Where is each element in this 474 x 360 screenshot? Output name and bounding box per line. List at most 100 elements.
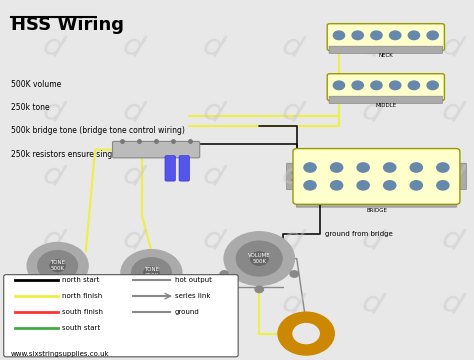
Circle shape bbox=[330, 181, 343, 190]
FancyBboxPatch shape bbox=[165, 156, 175, 181]
FancyBboxPatch shape bbox=[4, 275, 238, 357]
Text: d: d bbox=[278, 95, 306, 129]
Circle shape bbox=[278, 312, 334, 355]
Text: d: d bbox=[358, 159, 386, 193]
Text: d: d bbox=[118, 31, 147, 64]
Text: d: d bbox=[358, 31, 386, 64]
FancyBboxPatch shape bbox=[327, 24, 445, 50]
Text: d: d bbox=[118, 159, 147, 193]
Text: d: d bbox=[438, 159, 465, 193]
Circle shape bbox=[390, 81, 401, 90]
Text: d: d bbox=[198, 31, 227, 64]
Circle shape bbox=[304, 181, 316, 190]
Text: d: d bbox=[438, 31, 465, 64]
Circle shape bbox=[121, 249, 182, 296]
FancyBboxPatch shape bbox=[296, 199, 456, 207]
Circle shape bbox=[290, 271, 299, 277]
Text: MIDDLE: MIDDLE bbox=[375, 103, 396, 108]
Circle shape bbox=[371, 81, 382, 90]
FancyBboxPatch shape bbox=[327, 74, 445, 100]
Text: 0.1uf: 0.1uf bbox=[146, 300, 157, 304]
Text: d: d bbox=[358, 95, 386, 129]
Circle shape bbox=[352, 81, 363, 90]
Circle shape bbox=[144, 267, 159, 279]
Text: d: d bbox=[39, 159, 67, 193]
Text: d: d bbox=[118, 95, 147, 129]
Text: d: d bbox=[358, 288, 386, 322]
Circle shape bbox=[333, 81, 345, 90]
Circle shape bbox=[27, 243, 88, 289]
Circle shape bbox=[224, 232, 294, 285]
Circle shape bbox=[427, 81, 438, 90]
FancyBboxPatch shape bbox=[454, 163, 466, 190]
Text: d: d bbox=[198, 224, 227, 257]
Circle shape bbox=[237, 241, 282, 276]
Text: HSS Wiring: HSS Wiring bbox=[11, 16, 124, 34]
Text: www.sixstringsupplies.co.uk: www.sixstringsupplies.co.uk bbox=[11, 351, 109, 357]
Circle shape bbox=[304, 163, 316, 172]
Circle shape bbox=[24, 276, 31, 282]
Circle shape bbox=[118, 283, 125, 289]
Circle shape bbox=[437, 163, 449, 172]
Text: ground from bridge: ground from bridge bbox=[325, 231, 392, 237]
Text: d: d bbox=[118, 288, 147, 322]
Circle shape bbox=[352, 31, 363, 40]
Text: 500k bridge tone (bridge tone control wiring): 500k bridge tone (bridge tone control wi… bbox=[11, 126, 185, 135]
Text: TONE
500K: TONE 500K bbox=[50, 260, 65, 271]
Text: hot output: hot output bbox=[175, 277, 212, 283]
Circle shape bbox=[383, 163, 396, 172]
Circle shape bbox=[255, 286, 264, 293]
Text: NECK: NECK bbox=[378, 53, 393, 58]
Circle shape bbox=[390, 31, 401, 40]
Text: 250k tone: 250k tone bbox=[11, 103, 49, 112]
Circle shape bbox=[408, 81, 419, 90]
Circle shape bbox=[330, 163, 343, 172]
Text: TONE
250K: TONE 250K bbox=[144, 267, 159, 278]
FancyBboxPatch shape bbox=[141, 298, 162, 306]
Text: d: d bbox=[39, 95, 67, 129]
Circle shape bbox=[357, 181, 369, 190]
Circle shape bbox=[50, 260, 65, 271]
FancyBboxPatch shape bbox=[179, 156, 190, 181]
Circle shape bbox=[148, 297, 155, 302]
Text: d: d bbox=[438, 95, 465, 129]
FancyBboxPatch shape bbox=[329, 96, 443, 103]
Circle shape bbox=[178, 283, 185, 289]
Text: d: d bbox=[278, 31, 306, 64]
Circle shape bbox=[220, 271, 228, 277]
Text: d: d bbox=[198, 288, 227, 322]
Text: north finish: north finish bbox=[63, 293, 102, 299]
Text: d: d bbox=[39, 31, 67, 64]
Text: south finish: south finish bbox=[63, 309, 103, 315]
Text: d: d bbox=[198, 95, 227, 129]
Circle shape bbox=[410, 181, 422, 190]
FancyBboxPatch shape bbox=[112, 141, 200, 158]
Text: d: d bbox=[118, 224, 147, 257]
Text: south start: south start bbox=[63, 325, 100, 331]
Text: 250k resistors ensure single coils see 250k: 250k resistors ensure single coils see 2… bbox=[11, 150, 175, 159]
Circle shape bbox=[408, 31, 419, 40]
Circle shape bbox=[427, 31, 438, 40]
Text: d: d bbox=[438, 224, 465, 257]
Circle shape bbox=[437, 181, 449, 190]
Circle shape bbox=[383, 181, 396, 190]
Circle shape bbox=[132, 258, 171, 288]
Text: 500K volume: 500K volume bbox=[11, 80, 61, 89]
Text: d: d bbox=[198, 159, 227, 193]
Text: d: d bbox=[39, 224, 67, 257]
Circle shape bbox=[357, 163, 369, 172]
Text: d: d bbox=[278, 288, 306, 322]
FancyBboxPatch shape bbox=[286, 163, 299, 190]
Circle shape bbox=[293, 324, 319, 343]
Text: series link: series link bbox=[175, 293, 210, 299]
Circle shape bbox=[54, 290, 61, 295]
Text: d: d bbox=[278, 224, 306, 257]
Circle shape bbox=[84, 276, 91, 282]
Circle shape bbox=[38, 251, 77, 281]
Text: VOLUME
500K: VOLUME 500K bbox=[248, 253, 271, 264]
Text: d: d bbox=[438, 288, 465, 322]
FancyBboxPatch shape bbox=[329, 46, 443, 53]
Circle shape bbox=[410, 163, 422, 172]
Text: d: d bbox=[278, 159, 306, 193]
Circle shape bbox=[371, 31, 382, 40]
